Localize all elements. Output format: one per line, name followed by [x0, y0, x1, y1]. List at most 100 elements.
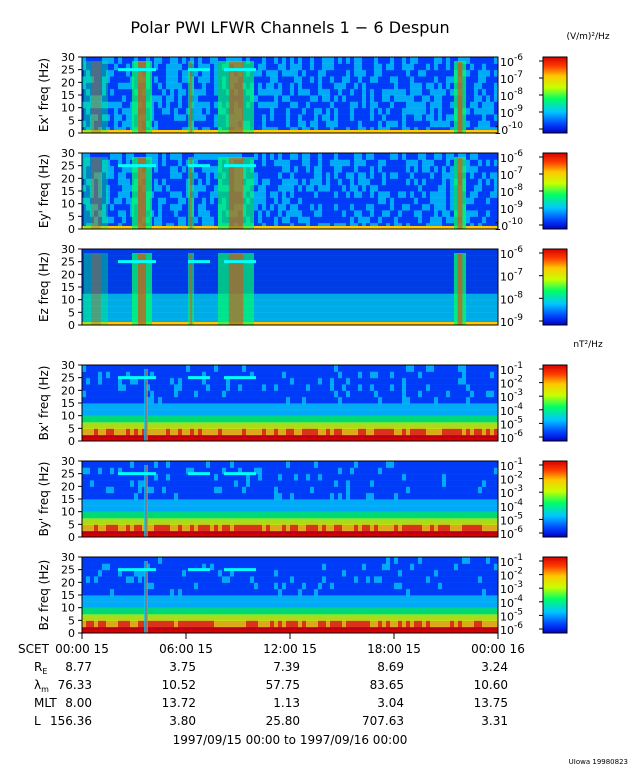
spectrogram-cell [282, 191, 286, 198]
spectrogram-cell [306, 216, 310, 224]
spectrogram-cell [470, 280, 474, 288]
spectrogram-cell [418, 371, 422, 379]
spectrogram-cell [486, 280, 490, 288]
spectrogram-cell [170, 107, 174, 115]
spectrogram-cell [198, 107, 202, 115]
spectrogram-cell [426, 428, 430, 436]
spectrogram-cell [206, 107, 210, 115]
spectrogram-cell [370, 69, 374, 77]
spectrogram-cell [390, 101, 394, 109]
spectrogram-cell [274, 280, 278, 288]
spectrogram-cell [198, 82, 202, 90]
spectrogram-cell [438, 63, 442, 71]
spectrogram-cell [102, 191, 106, 198]
spectrogram-cell [338, 172, 342, 179]
spectrogram-cell [346, 172, 350, 179]
spectrogram-cell [418, 191, 422, 198]
spectrogram-cell [306, 88, 310, 96]
spectrogram-cell [486, 191, 490, 198]
spectrogram-cell [322, 365, 326, 372]
spectrogram-cell [170, 261, 174, 269]
spectrogram-cell [154, 312, 158, 320]
spectrogram-cell [94, 428, 98, 436]
spectrogram-cell [162, 101, 166, 109]
spectrogram-cell [154, 203, 158, 211]
spectrogram-cell [346, 203, 350, 211]
spectrogram-cell [266, 415, 270, 423]
spectrogram-cell [186, 377, 190, 385]
spectrogram-cell [310, 159, 314, 167]
spectrogram-cell [346, 287, 350, 294]
spectrogram-cell [318, 76, 322, 83]
spectrogram-cell [362, 365, 366, 372]
spectrogram-cell [162, 165, 166, 173]
spectrogram-cell [282, 107, 286, 115]
spectrogram-cell [422, 95, 426, 102]
spectrogram-cell [258, 371, 262, 379]
spectrogram-cell [366, 280, 370, 288]
spectrogram-cell [282, 210, 286, 217]
spectrogram-cell [154, 428, 158, 436]
spectrogram-cell [362, 274, 366, 282]
spectrogram-cell [482, 57, 486, 64]
spectrogram-cell [254, 261, 258, 269]
spectrogram-cell [394, 280, 398, 288]
spectrogram-cell [154, 293, 158, 301]
spectrogram-cell [386, 210, 390, 217]
spectrogram-cell [170, 178, 174, 186]
spectrogram-cell [358, 261, 362, 269]
spectrogram-cell [366, 403, 370, 410]
spectrogram-cell [438, 261, 442, 269]
spectrogram-cell [158, 76, 162, 83]
spectrogram-cell [378, 255, 382, 263]
spectrogram-cell [114, 280, 118, 288]
spectrogram-cell [322, 268, 326, 275]
spectrogram-cell [270, 422, 274, 429]
spectrogram-cell [262, 396, 266, 404]
spectrogram-cell [362, 371, 366, 379]
spectrogram-cell [298, 249, 302, 256]
spectrogram-cell [338, 107, 342, 115]
spectrogram-cell [210, 95, 214, 102]
spectrogram-cell [326, 203, 330, 211]
spectrogram-cell [374, 274, 378, 282]
spectrogram-cell [402, 249, 406, 256]
spectrogram-cell [322, 377, 326, 385]
spectrogram-cell [466, 274, 470, 282]
spectrogram-cell [90, 76, 94, 83]
spectrogram-cell [434, 88, 438, 96]
spectrogram-cell [174, 249, 178, 256]
spectrogram-cell [382, 203, 386, 211]
spectrogram-cell [438, 280, 442, 288]
spectrogram-cell [302, 299, 306, 307]
spectrogram-cell [398, 165, 402, 173]
spectrogram-cell [282, 293, 286, 301]
spectrogram-cell [350, 293, 354, 301]
spectrogram-cell [158, 299, 162, 307]
spectrogram-cell [402, 203, 406, 211]
spectrogram-cell [122, 293, 126, 301]
spectrogram-cell [406, 120, 410, 128]
spectrogram-cell [110, 371, 114, 379]
spectrogram-cell [442, 95, 446, 102]
spectrogram-cell [302, 390, 306, 398]
spectrogram-cell [190, 384, 194, 391]
spectrogram-cell [434, 69, 438, 77]
spectrogram-cell [474, 261, 478, 269]
spectrogram-cell [326, 88, 330, 96]
spectrogram-cell [394, 384, 398, 391]
spectrogram-cell [346, 249, 350, 256]
spectrogram-cell [306, 69, 310, 77]
spectrogram-cell [222, 57, 226, 64]
spectrogram-cell [326, 172, 330, 179]
spectrogram-cell [218, 365, 222, 372]
spectrogram-cell [282, 172, 286, 179]
spectrogram-cell [194, 249, 198, 256]
spectrogram-cell [350, 88, 354, 96]
spectrogram-cell [338, 69, 342, 77]
spectrogram-cell [182, 384, 186, 391]
spectrogram-cell [170, 409, 174, 417]
spectrogram-cell [162, 153, 166, 160]
spectrogram-cell [286, 274, 290, 282]
spectrogram-cell [454, 153, 458, 160]
